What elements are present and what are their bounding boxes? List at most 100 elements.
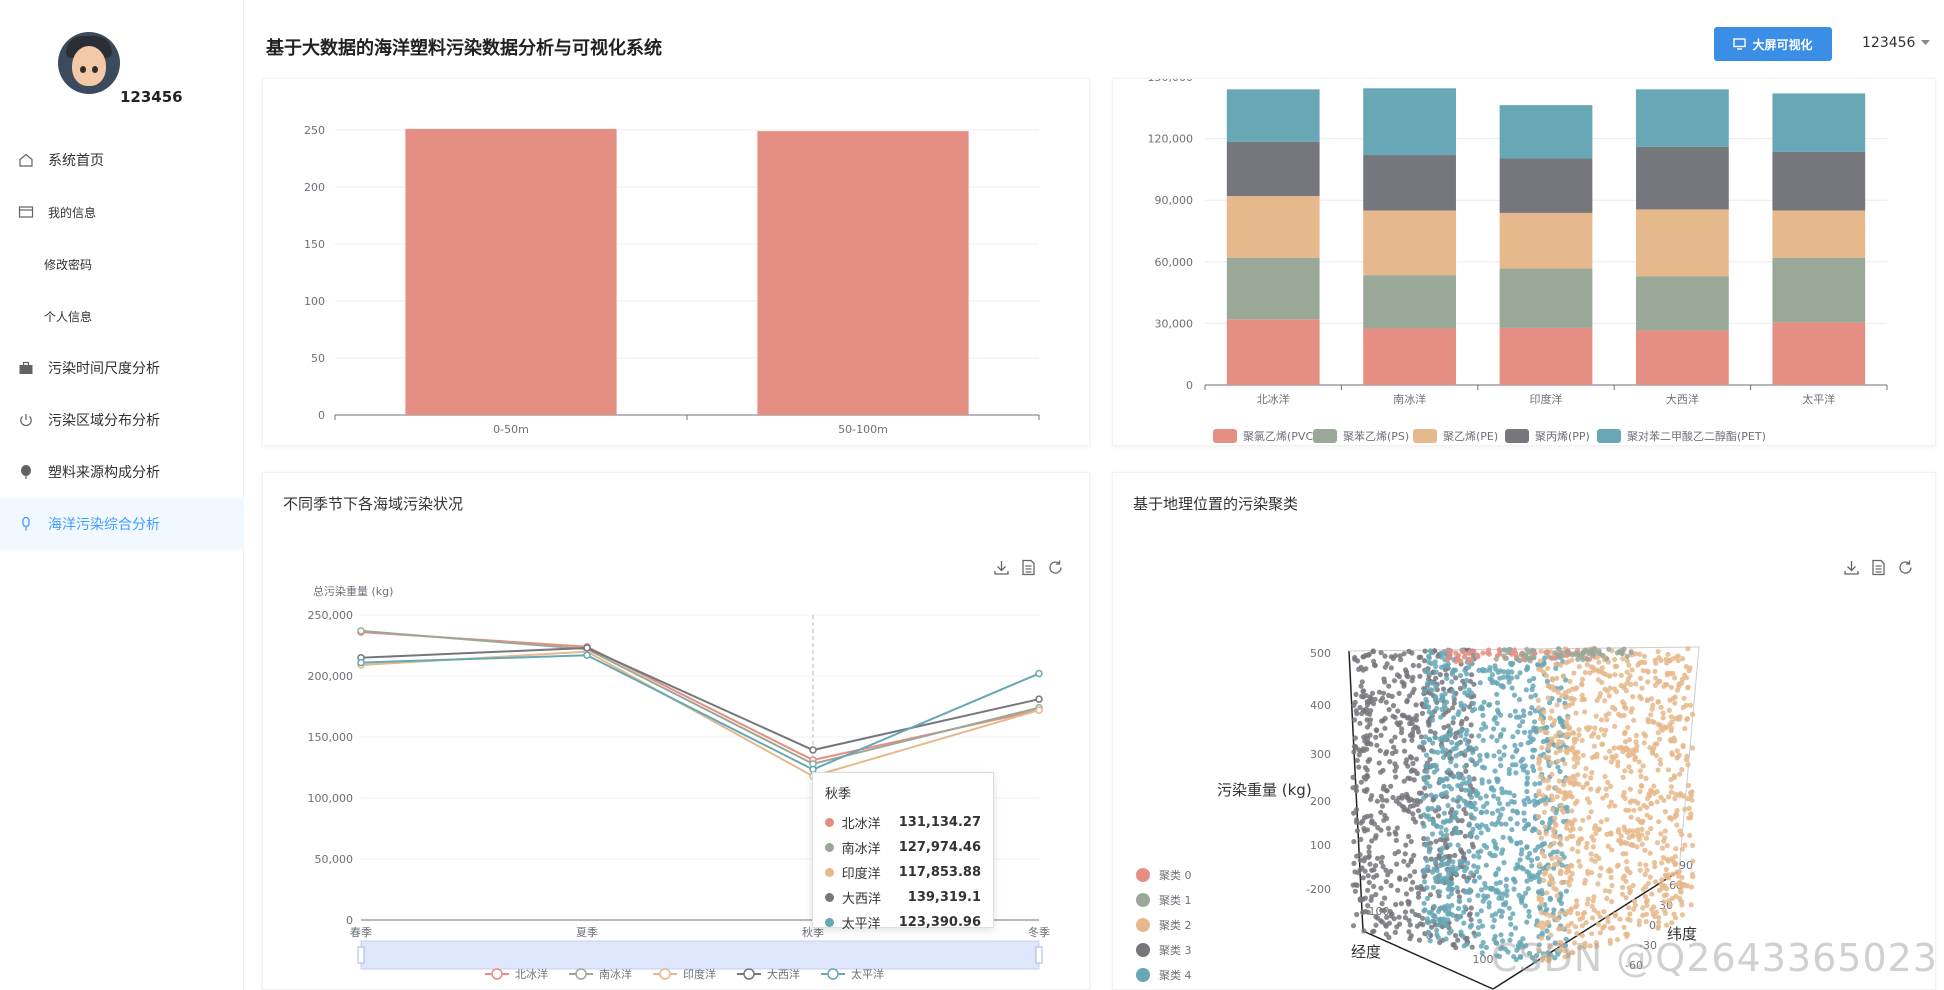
sidebar-item-ocean-analysis[interactable]: 海洋污染综合分析 [0,498,244,550]
scatter-point [1436,917,1442,923]
scatter-point [1501,752,1507,758]
data-view-icon[interactable] [1020,559,1037,576]
scatter-point [1496,866,1502,872]
sidebar-item-region-analysis[interactable]: 污染区域分布分析 [0,394,244,446]
scatter-point [1625,724,1631,731]
scatter-point [1525,886,1531,892]
scatter-point [1600,795,1606,801]
scatter-point [1479,950,1485,956]
scatter-point [1518,758,1524,764]
scatter-point [1458,728,1465,734]
scatter-point [1660,727,1666,733]
tooltip-value: 117,853.88 [898,865,981,880]
scatter-point [1442,736,1448,743]
scatter-point [1672,854,1678,860]
scatter-point [1554,893,1560,899]
scatter-point [1430,821,1437,827]
scatter-point [1637,806,1643,812]
chart-tooltip: 秋季 北冰洋 131,134.27 南冰洋 127,974.46 印度洋 117,853.… [812,772,994,932]
scatter-point [1575,910,1581,917]
tooltip-title: 秋季 [825,787,852,802]
scatter-point [1468,803,1474,810]
scatter-point [1501,669,1507,675]
stacked-bar-segment [1636,209,1729,277]
scatter-point [1536,894,1542,900]
scatter-point [1618,682,1624,689]
scatter-point [1658,704,1664,710]
scatter-point [1568,920,1574,926]
scatter-point [1627,888,1634,894]
sidebar-item-my-info[interactable]: 我的信息 [0,186,244,238]
scatter-point [1634,743,1640,749]
sidebar-item-home[interactable]: 系统首页 [0,134,244,186]
scatter-point [1424,895,1431,902]
scatter-point [1612,803,1618,809]
scatter-point [1618,672,1624,678]
scatter-point [1516,714,1522,720]
scatter-point [1582,910,1588,916]
scatter-point [1527,950,1533,956]
download-icon[interactable] [1843,559,1860,576]
scatter-point [1354,711,1360,717]
scatter-point [1357,704,1363,711]
tooltip-series-name: 南冰洋 [841,842,881,857]
scatter-point [1558,900,1564,906]
scatter-point [1603,727,1609,733]
scatter-point [1449,807,1455,813]
avatar[interactable] [58,32,120,94]
scatter-point [1539,819,1545,826]
scatter-point [1546,864,1552,870]
scatter-point [1679,767,1685,773]
x-axis-title: 经度 [1351,943,1381,961]
sidebar-item-change-password[interactable]: 修改密码 [0,238,244,290]
scatter-point [1554,849,1560,855]
scatter-point [1606,803,1612,809]
scatter-point [1406,833,1412,839]
scatter-point [1663,656,1669,662]
refresh-icon[interactable] [1897,559,1914,576]
scatter-point [1544,724,1550,730]
scatter-point [1409,737,1415,743]
sidebar-item-personal-info[interactable]: 个人信息 [0,290,244,342]
scatter-point [1587,724,1593,731]
geo-cluster-scatter-panel: 基于地理位置的污染聚类 500400300200100-200-10001009… [1112,472,1936,990]
sidebar-item-time-analysis[interactable]: 污染时间尺度分析 [0,342,244,394]
scatter-point [1460,648,1466,655]
scatter-point [1366,844,1372,850]
scatter-point [1369,838,1375,844]
scatter-point [1643,919,1649,925]
scatter-point [1649,906,1655,912]
scatter-point [1668,784,1674,790]
scatter-point [1463,677,1469,683]
scatter-point [1596,786,1602,792]
user-dropdown[interactable]: 123456 [1862,35,1931,51]
scatter-point [1444,903,1451,909]
sidebar-item-source-analysis[interactable]: 塑料来源构成分析 [0,446,244,498]
data-view-icon[interactable] [1870,559,1887,576]
scatter-point [1455,842,1461,848]
tooltip-dot [825,843,834,852]
scatter-point [1406,917,1412,923]
x-tick-label: 0-50m [493,423,529,436]
scatter-point [1559,693,1565,699]
tooltip-row: 大西洋 139,319.1 [825,885,981,910]
scatter-point [1559,653,1565,659]
legend-label: 印度洋 [683,967,716,981]
scatter-point [1593,853,1599,859]
download-icon[interactable] [993,559,1010,576]
scatter-point [1645,830,1651,836]
scatter-point [1544,928,1550,934]
stacked-bar-segment [1499,105,1593,159]
scatter-point [1362,895,1368,901]
bigscreen-button[interactable]: 大屏可视化 [1714,27,1832,61]
scatter-point [1389,750,1396,756]
scatter-point [1443,747,1449,753]
scatter-point [1640,763,1646,769]
scatter-point [1456,894,1462,900]
scatter-point [1687,702,1694,708]
scatter-point [1644,804,1650,810]
refresh-icon[interactable] [1047,559,1064,576]
scatter-point [1358,836,1364,842]
scatter-point [1437,837,1444,843]
scatter-point [1689,884,1695,890]
